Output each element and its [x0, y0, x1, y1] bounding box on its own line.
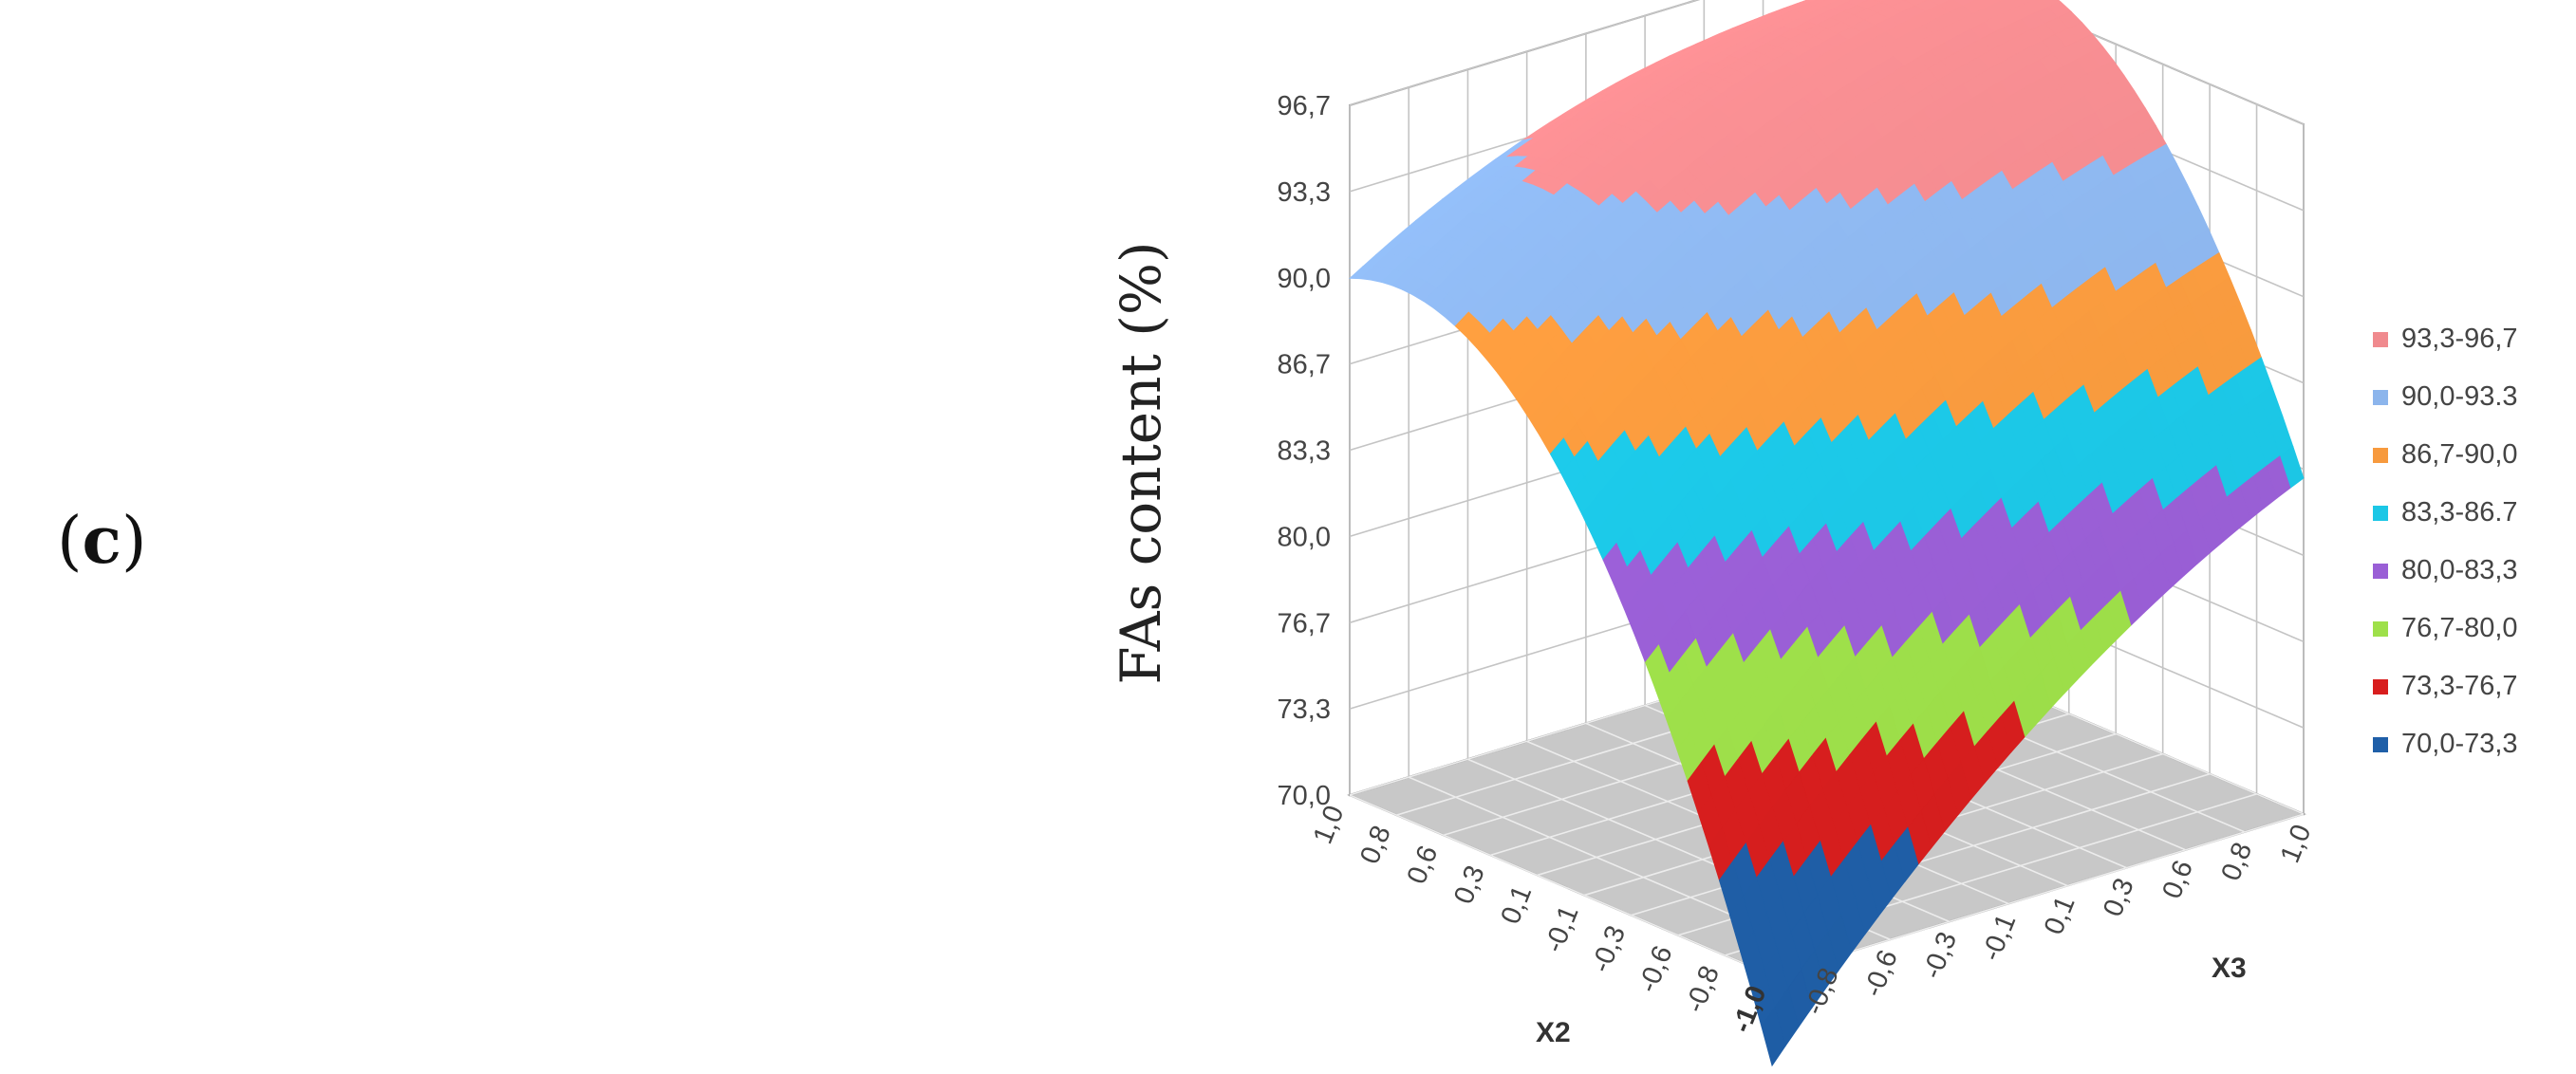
legend: 93,3-96,7 90,0-93.3 86,7-90,0 83,3-86.7 80,0… [2373, 324, 2518, 759]
z-tick-label: 73,3 [1278, 694, 1331, 725]
legend-label: 83,3-86.7 [2401, 497, 2518, 528]
legend-label: 73,3-76,7 [2401, 671, 2518, 701]
x2-tick-label: -0,3 [1586, 921, 1632, 976]
x2-tick-label: -0,1 [1539, 901, 1584, 956]
legend-swatch [2373, 621, 2388, 637]
x2-tick-label: 0,6 [1402, 842, 1445, 888]
z-axis-ticks: 70,0 73,3 76,7 80,0 83,3 86,7 90,0 93,3 96,7 [1278, 91, 1331, 811]
legend-swatch [2373, 390, 2388, 405]
x2-tick-label: -0,8 [1680, 962, 1726, 1017]
x2-tick-label: -0,6 [1633, 941, 1678, 996]
legend-swatch [2373, 679, 2388, 694]
z-axis-title: FAs content (%) [1109, 241, 1173, 684]
legend-swatch [2373, 506, 2388, 521]
x2-axis-title: X2 [1536, 1017, 1571, 1048]
floor-gridline [1771, 813, 2305, 976]
legend-label: 90,0-93.3 [2401, 381, 2518, 412]
panel-label: (c) [57, 503, 147, 579]
x3-tick-label: 0,1 [2039, 892, 2081, 938]
z-tick-label: 93,3 [1278, 177, 1331, 208]
x3-tick-label: -0,3 [1917, 928, 1963, 983]
z-tick-label: 70,0 [1278, 781, 1331, 811]
panel-letter: c [82, 503, 121, 579]
legend-swatch [2373, 448, 2388, 463]
legend-label: 86,7-90,0 [2401, 439, 2518, 470]
z-tick-label: 86,7 [1278, 350, 1331, 380]
legend-label: 70,0-73,3 [2401, 729, 2518, 759]
x3-tick-label: 1,0 [2275, 821, 2318, 867]
legend-swatch [2373, 564, 2388, 579]
x3-tick-label: 0,6 [2156, 856, 2199, 902]
legend-label: 93,3-96,7 [2401, 324, 2518, 354]
z-tick-label: 83,3 [1278, 436, 1331, 467]
z-tick-label: 76,7 [1278, 608, 1331, 639]
legend-label: 80,0-83,3 [2401, 555, 2518, 585]
legend-swatch [2373, 737, 2388, 752]
legend-swatch [2373, 332, 2388, 347]
floor-gridline [1349, 794, 1773, 976]
legend-label: 76,7-80,0 [2401, 613, 2518, 643]
x2-tick-label: 0,3 [1448, 861, 1491, 908]
x2-tick-label: 0,1 [1495, 881, 1538, 928]
z-tick-label: 80,0 [1278, 522, 1331, 552]
x3-tick-label: -0,1 [1976, 910, 2022, 965]
response-surface [1348, 0, 2305, 1067]
x3-tick-label: 0,3 [2098, 874, 2140, 920]
z-tick-label: 96,7 [1278, 91, 1331, 121]
z-tick-label: 90,0 [1278, 264, 1331, 294]
x3-tick-label: -0,6 [1858, 946, 1904, 1001]
surface-facet [1761, 1006, 1786, 1067]
x2-tick-label: 0,8 [1354, 822, 1397, 868]
x3-axis-title: X3 [2212, 953, 2247, 984]
x3-tick-label: 0,8 [2215, 839, 2258, 885]
